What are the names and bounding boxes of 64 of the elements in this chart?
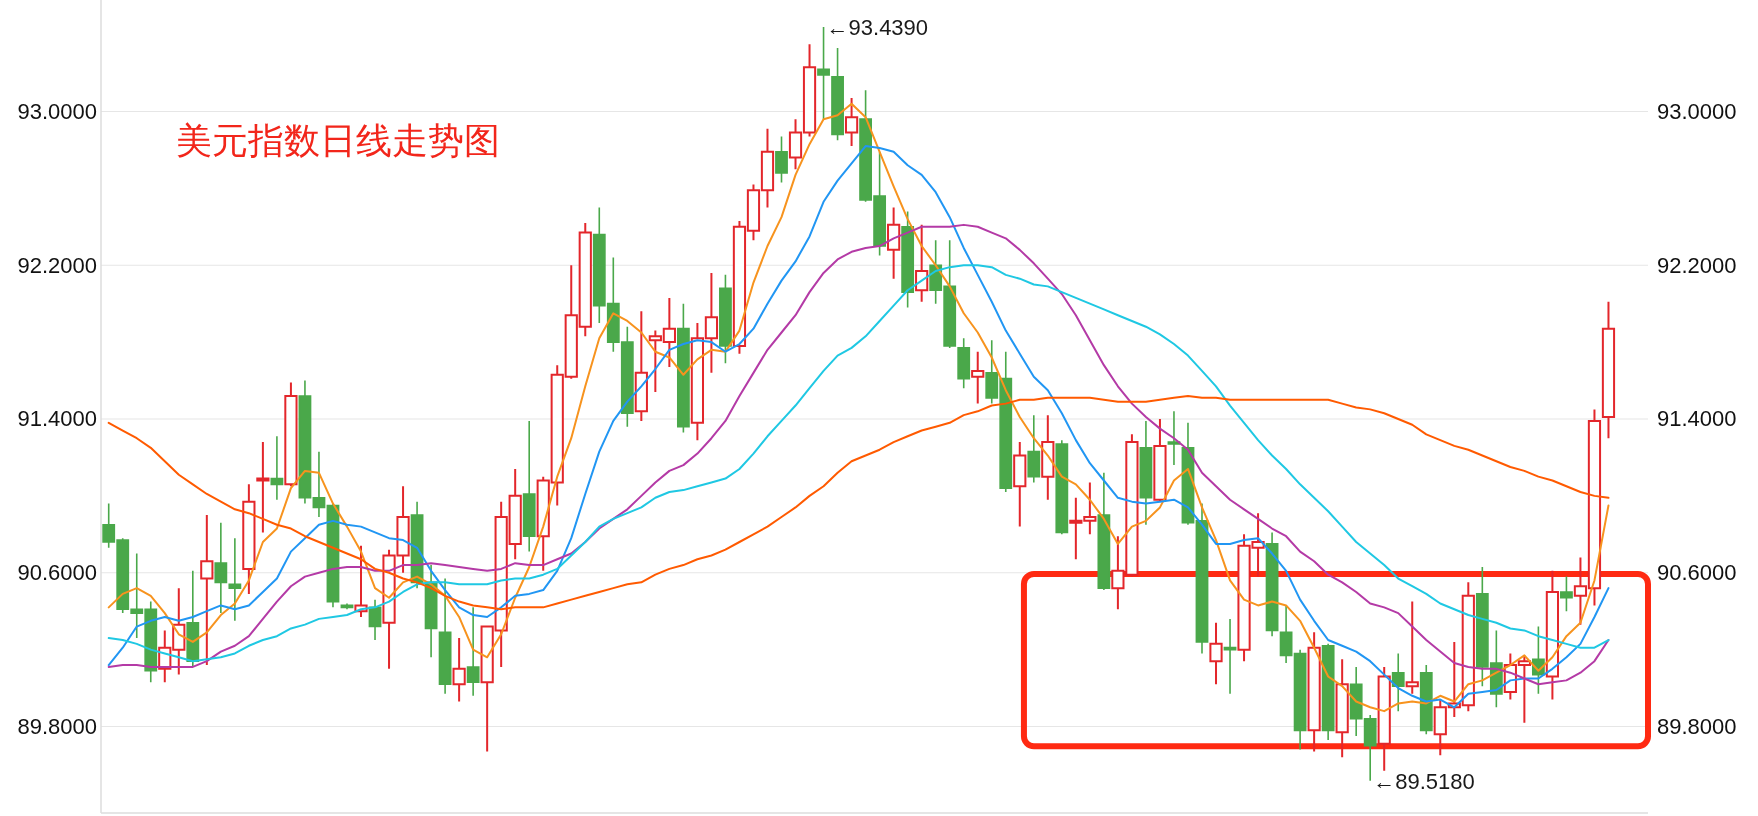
candlestick — [452, 637, 466, 703]
y2-tick-label: 90.6000 — [1657, 560, 1737, 586]
candlestick — [957, 337, 971, 390]
annotation: ←93.4390 — [826, 14, 929, 40]
candlestick — [1223, 618, 1237, 695]
candlestick — [817, 26, 830, 120]
candlestick — [522, 420, 536, 553]
candlestick — [1265, 531, 1279, 637]
candlestick — [887, 206, 901, 280]
candlestick — [1335, 658, 1349, 759]
candlestick — [1377, 665, 1391, 772]
candlestick — [256, 441, 270, 534]
candlestick — [1560, 575, 1573, 612]
y2-tick-label: 89.8000 — [1657, 714, 1737, 740]
y-tick-label: 91.4000 — [17, 406, 97, 432]
candlestick — [844, 97, 859, 148]
candlestick — [438, 577, 452, 695]
candlestick — [1391, 652, 1405, 712]
candlestick — [719, 274, 732, 365]
candlestick — [1139, 420, 1153, 526]
candlestick — [466, 606, 480, 697]
candlestick — [424, 564, 438, 659]
candlestick — [1209, 621, 1223, 686]
annotation: ←89.5180 — [1373, 768, 1475, 794]
candlestick — [200, 514, 214, 667]
candlestick — [312, 450, 326, 518]
line-series — [107, 394, 1610, 611]
candlestick — [228, 537, 242, 622]
candlestick — [915, 223, 929, 303]
candlestick — [1013, 441, 1027, 528]
candlestick — [1153, 417, 1167, 503]
y2-tick-label: 93.0000 — [1657, 98, 1737, 124]
candlestick — [1405, 600, 1419, 695]
candlestick — [1055, 439, 1069, 536]
candlestick — [1027, 414, 1041, 484]
y-tick-label: 90.6000 — [17, 560, 97, 586]
candlestick — [368, 598, 382, 641]
candlestick — [298, 379, 312, 505]
y2-tick-label: 91.4000 — [1657, 406, 1737, 432]
y2-tick-label: 92.2000 — [1657, 252, 1737, 278]
candlestick — [971, 350, 985, 405]
candlestick — [1321, 643, 1335, 741]
candlestick — [1167, 410, 1181, 466]
candlestick — [1601, 300, 1616, 440]
candlestick — [270, 435, 284, 501]
candlestick — [1419, 664, 1433, 735]
candlestick — [214, 521, 228, 614]
candlestick — [676, 302, 690, 434]
candlestick — [1097, 472, 1111, 591]
candlestick — [284, 381, 298, 488]
candlestick — [1195, 502, 1209, 655]
candlestick — [186, 570, 200, 668]
candlestick — [1307, 631, 1321, 753]
candlestick — [634, 310, 648, 422]
y-tick-label: 92.2000 — [17, 252, 97, 278]
candlestick — [901, 210, 915, 309]
candlestick — [1545, 569, 1560, 701]
candlestick — [1041, 414, 1055, 501]
y-tick-label: 89.8000 — [17, 714, 97, 740]
candlestick — [775, 135, 788, 184]
candlestick — [831, 47, 844, 142]
text: 美元指数日线走势图 — [176, 120, 500, 161]
candlestick — [242, 483, 256, 595]
y-tick-label: 93.0000 — [17, 98, 97, 124]
